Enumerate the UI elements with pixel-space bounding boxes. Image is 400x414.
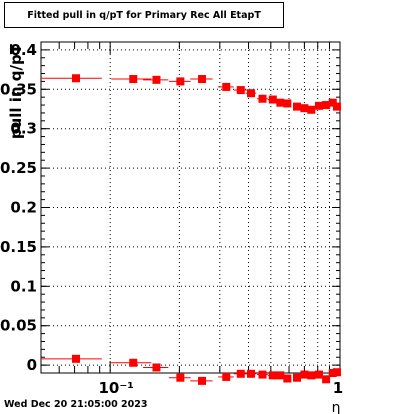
data-point-marker [71,354,80,363]
data-point-marker [268,95,277,104]
data-point-marker [247,89,256,98]
data-point-marker [236,369,245,378]
data-point-marker [314,101,323,110]
data-point-marker [198,75,207,84]
data-point-marker [258,370,267,379]
y-tick-label: 0 [27,356,37,374]
data-point-marker [176,77,185,86]
data-point-marker [258,94,267,103]
timestamp: Wed Dec 20 21:05:00 2023 [4,399,148,410]
data-point-marker [283,99,292,108]
data-point-marker [129,358,138,367]
data-point-marker [332,102,341,111]
data-series [41,74,341,385]
data-point-marker [328,369,337,377]
data-point-marker [276,371,285,380]
data-point-marker [328,98,337,107]
data-point-marker [283,374,292,383]
data-point-marker [268,371,277,380]
data-point-marker [307,105,316,114]
grid-lines [41,42,340,373]
data-point-marker [222,82,231,91]
y-tick-label: 0.35 [0,80,37,98]
y-tick-label: 0.05 [0,317,37,335]
axis-ticks [40,42,341,374]
chart-title: Fitted pull in q/pT for Primary Rec All … [27,9,261,21]
y-tick-label: 0.1 [10,277,37,295]
y-tick-label: 0.4 [10,41,37,59]
chart-title-box: Fitted pull in q/pT for Primary Rec All … [4,2,284,28]
data-point-marker [247,369,256,378]
y-tick-label: 0.25 [0,159,37,177]
data-point-marker [71,74,80,83]
data-point-marker [300,370,309,379]
data-point-marker [314,370,323,379]
x-tick-label: 10⁻¹ [98,379,133,397]
x-axis-label: η [332,400,341,414]
data-point-marker [176,373,185,382]
y-tick-label: 0.2 [10,199,37,217]
data-point-marker [236,86,245,95]
y-tick-label: 0.15 [0,238,37,256]
y-axis-label: pull in q/pT [7,43,25,139]
data-point-marker [276,98,285,107]
y-tick-label: 0.3 [10,120,37,138]
data-point-marker [332,368,341,377]
data-point-marker [152,363,161,372]
axis-labels: 0 0.05 0.1 0.15 0.2 0.25 0.3 0.35 0.4 10⁻¹ 1 η pull … [0,41,343,414]
data-point-marker [129,75,138,84]
data-point-marker [307,371,316,380]
data-point-marker [293,373,302,382]
data-point-marker [322,375,331,384]
x-tick-label: 1 [333,379,343,397]
data-point-marker [300,104,309,113]
data-point-marker [322,101,331,110]
data-point-marker [222,372,231,381]
data-point-marker [293,102,302,111]
data-point-marker [198,376,207,385]
data-point-marker [152,75,161,84]
